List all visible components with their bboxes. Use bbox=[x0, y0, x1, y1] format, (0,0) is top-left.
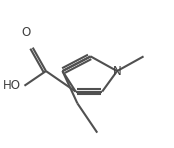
Text: O: O bbox=[21, 26, 31, 39]
Text: HO: HO bbox=[3, 79, 21, 92]
Text: N: N bbox=[113, 65, 121, 78]
